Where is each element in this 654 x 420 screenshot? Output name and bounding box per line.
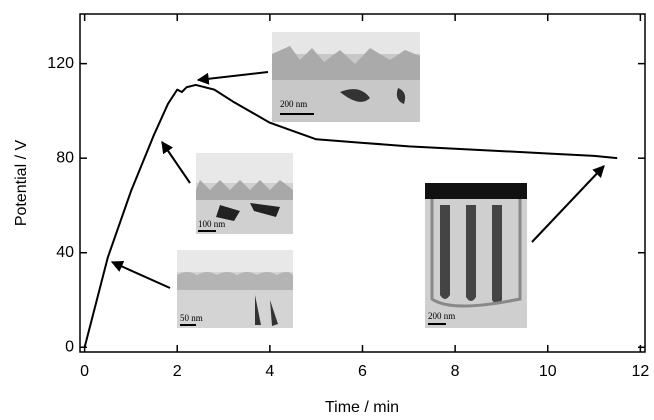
insets: 200 nm 100 nm 50 nm 200 nm — [177, 32, 527, 328]
x-tick-label: 0 — [80, 363, 89, 380]
x-tick-label: 2 — [173, 363, 182, 380]
arrow — [196, 71, 269, 85]
inset-image: 200 nm — [272, 32, 420, 122]
scale-label: 50 nm — [180, 313, 203, 323]
scale-label: 200 nm — [428, 311, 455, 321]
x-tick-label: 10 — [539, 363, 557, 380]
x-tick-label: 4 — [265, 363, 274, 380]
y-tick-label: 0 — [65, 338, 74, 355]
y-tick-label: 40 — [56, 244, 74, 261]
x-tick-label: 12 — [631, 363, 649, 380]
arrow — [531, 165, 605, 243]
data-line — [83, 83, 618, 348]
arrows — [110, 71, 605, 289]
scale-label: 200 nm — [280, 99, 307, 109]
x-tick-label: 6 — [358, 363, 367, 380]
inset-image: 200 nm — [425, 183, 527, 328]
arrow — [161, 141, 191, 184]
y-tick-label: 80 — [56, 149, 74, 166]
y-axis-label: Potential / V — [13, 140, 30, 227]
x-axis-label: Time / min — [325, 399, 399, 416]
y-tick-label: 120 — [47, 55, 74, 72]
scale-label: 100 nm — [198, 219, 225, 229]
inset-image: 100 nm — [196, 153, 293, 234]
arrow — [110, 260, 171, 289]
inset-image: 50 nm — [177, 250, 293, 328]
x-tick-label: 8 — [451, 363, 460, 380]
